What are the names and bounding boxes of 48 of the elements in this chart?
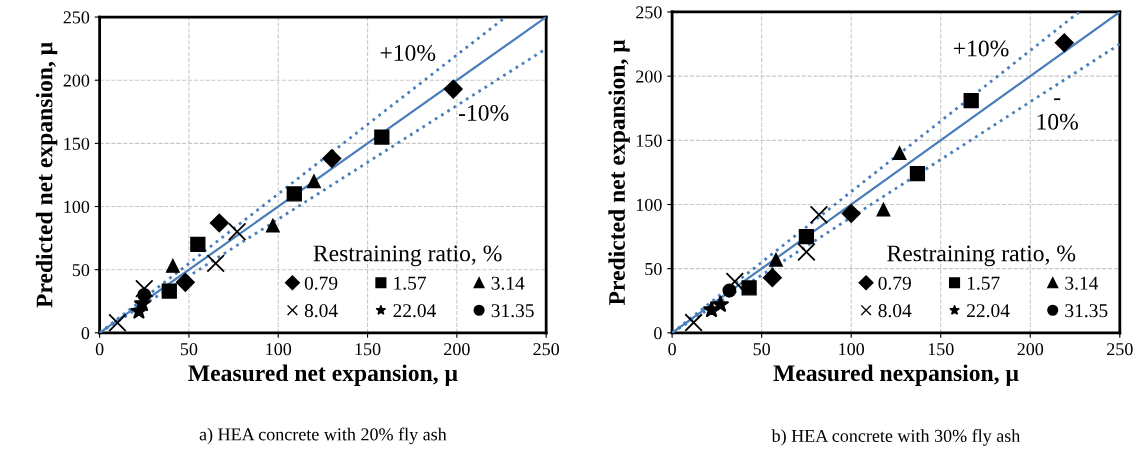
y-tick-label: 0: [654, 327, 662, 340]
legend-label: 0.79: [878, 276, 911, 290]
x-tick-label: 200: [1017, 343, 1044, 356]
legend-label: 1.57: [967, 276, 1000, 290]
x-tick-label: 50: [180, 343, 198, 356]
legend-label: 31.35: [491, 304, 534, 318]
annotation: -10%: [458, 104, 509, 121]
x-tick-label: 150: [928, 343, 954, 356]
annotation: +10%: [953, 40, 1009, 57]
y-tick-label: 150: [636, 134, 662, 147]
x-axis-title: Measured net expansion, μ: [188, 364, 458, 386]
y-tick-label: 150: [64, 137, 90, 150]
text: a) HEA concrete with 20% fly ash: [199, 427, 447, 445]
y-tick-label: 200: [636, 70, 662, 83]
legend-label: 3.14: [491, 276, 525, 290]
legend-title: Restraining ratio, %: [887, 245, 1076, 267]
y-tick-label: 50: [72, 263, 90, 277]
x-tick-label: 100: [839, 343, 865, 356]
x-tick-label: 0: [95, 343, 104, 356]
y-tick-label: 100: [64, 200, 90, 213]
legend-label: 22.04: [967, 304, 1010, 318]
y-tick-label: 50: [645, 262, 662, 276]
legend-label: 1.57: [394, 276, 427, 290]
x-tick-label: 250: [1107, 343, 1133, 356]
annotation: - 10%: [1037, 98, 1078, 130]
x-tick-label: 100: [266, 343, 292, 356]
y-axis-title: Predicted net expansion, μ: [608, 39, 630, 306]
x-tick-label: 150: [355, 343, 381, 356]
legend-label: 22.04: [393, 304, 436, 318]
x-axis-title: Measured nexpansion, μ: [773, 364, 1019, 386]
y-tick-label: 250: [636, 6, 662, 19]
legend-label: 8.04: [878, 304, 912, 318]
x-tick-label: 250: [533, 343, 560, 356]
annotation: +10%: [380, 44, 436, 61]
legend-label: 31.35: [1065, 304, 1108, 318]
text: b) HEA concrete with 30% fly ash: [771, 429, 1021, 446]
legend-label: 3.14: [1065, 276, 1099, 290]
y-tick-label: 200: [63, 74, 90, 87]
x-tick-label: 50: [753, 343, 770, 356]
x-tick-label: 200: [444, 343, 470, 356]
y-axis-title: Predicted net expansion, μ: [35, 42, 58, 308]
legend-label: 0.79: [304, 276, 338, 290]
y-tick-label: 100: [636, 198, 662, 211]
legend-label: 8.04: [304, 304, 338, 318]
x-tick-label: 0: [668, 343, 676, 356]
y-tick-label: 250: [63, 11, 90, 24]
legend-title: Restraining ratio, %: [313, 245, 502, 267]
y-tick-label: 0: [81, 327, 90, 340]
